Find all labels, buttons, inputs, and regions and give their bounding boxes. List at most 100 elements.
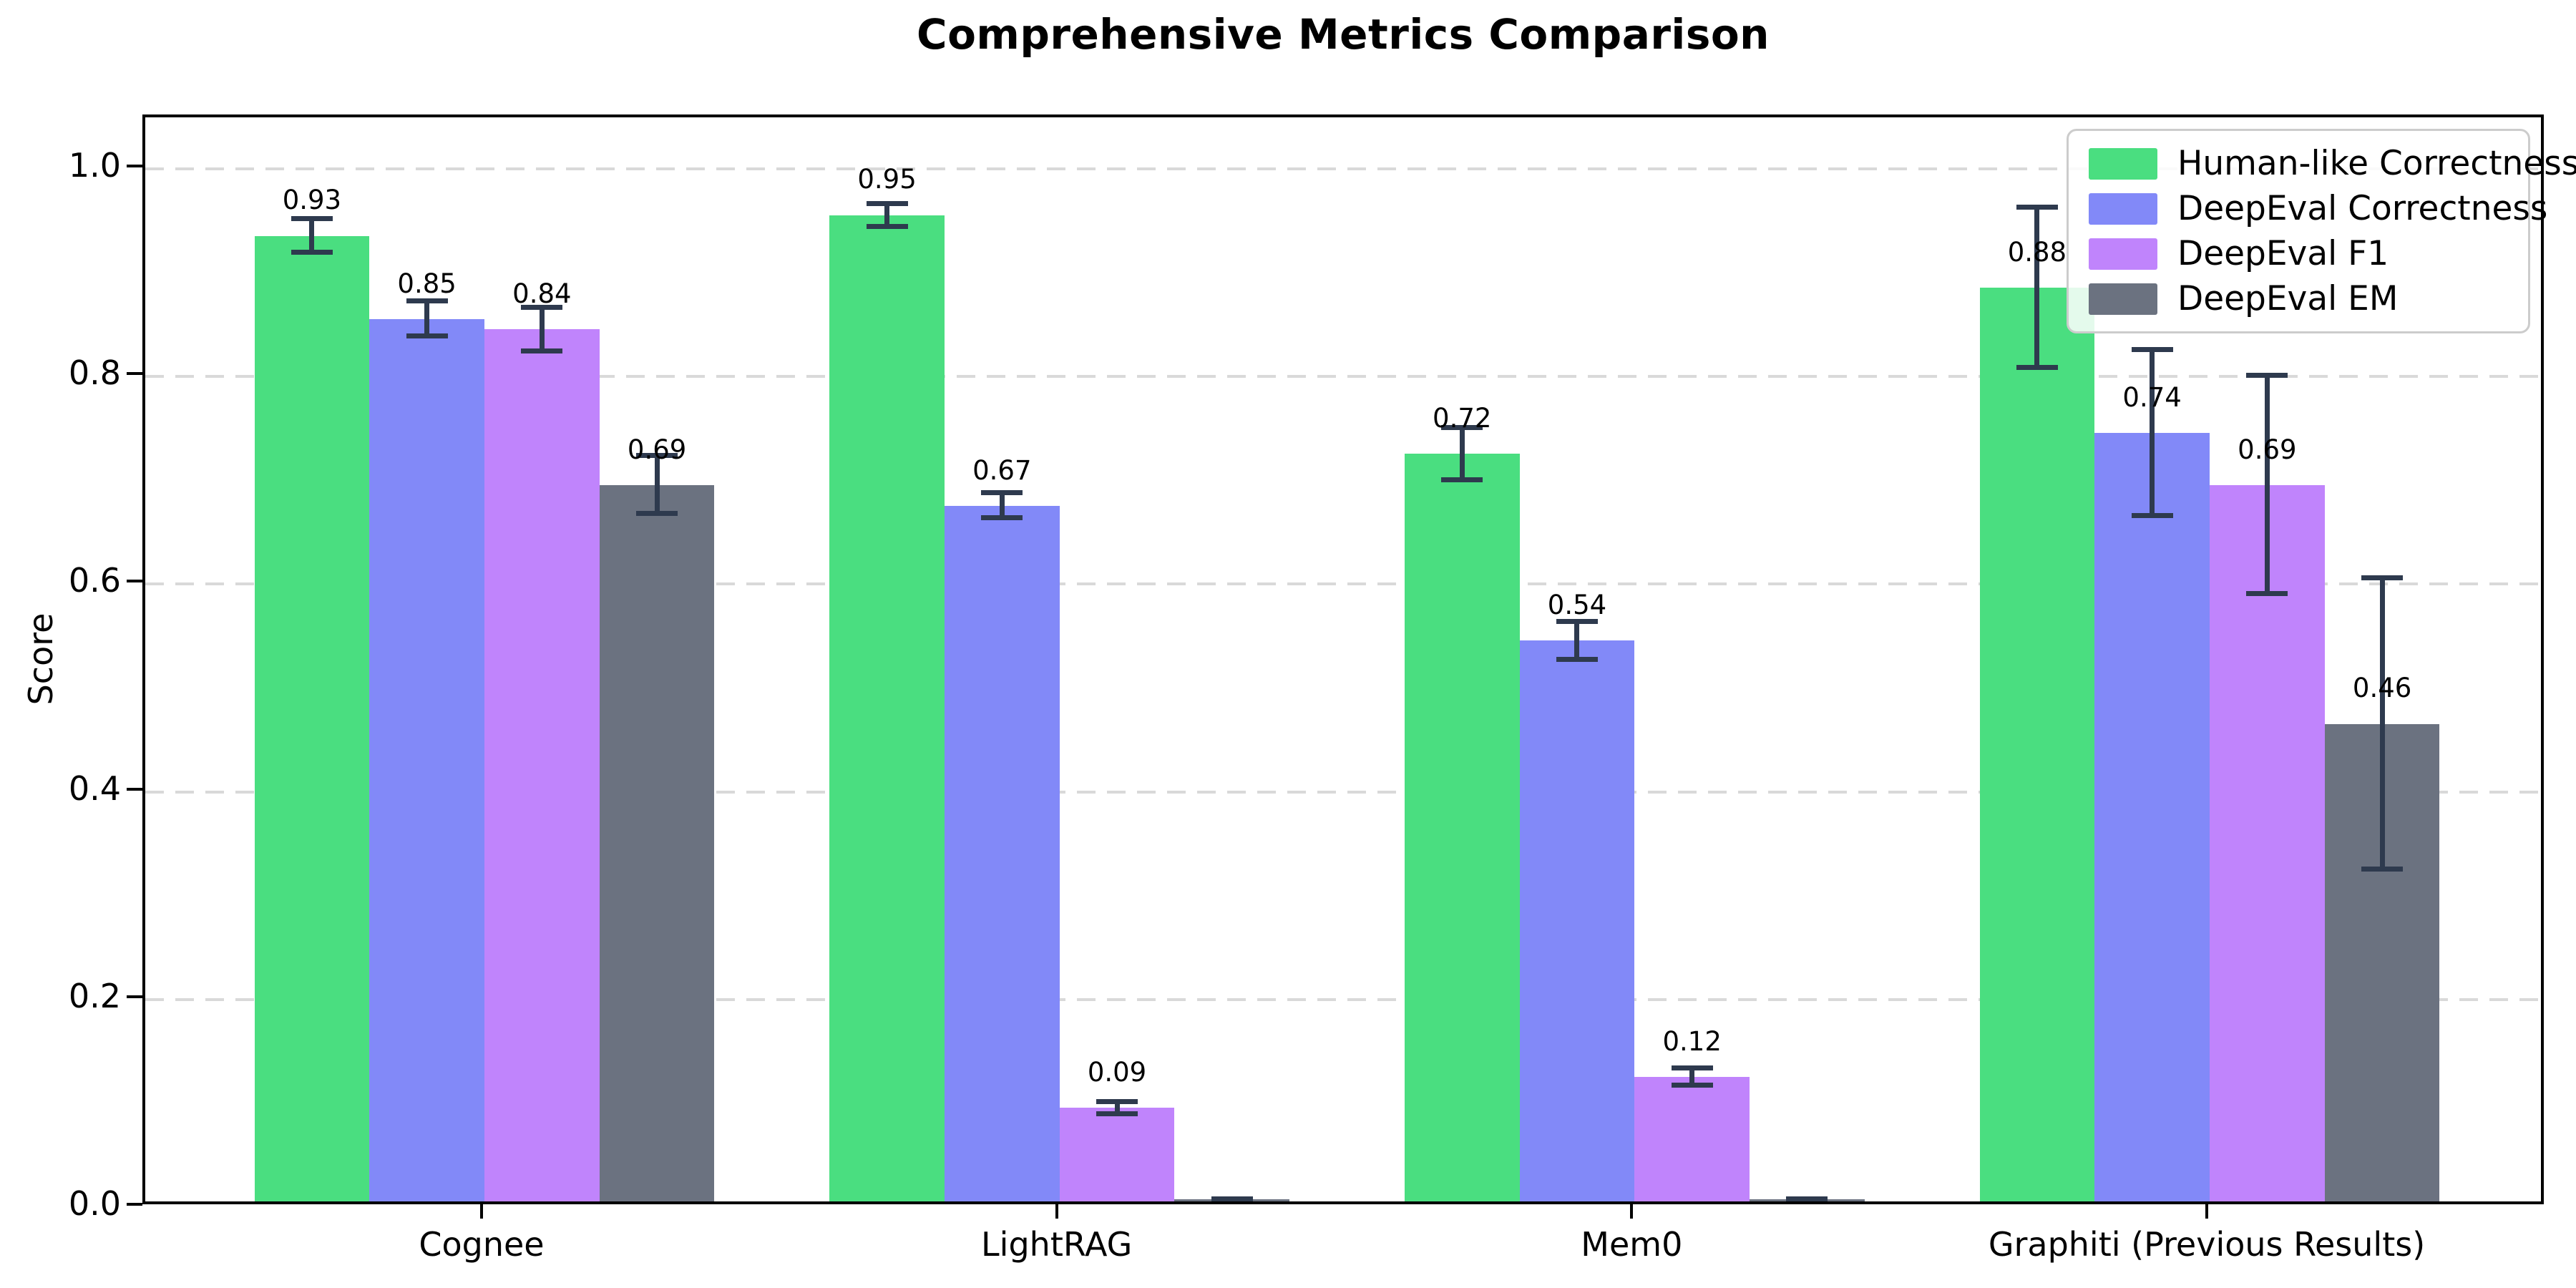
x-tick-label-lightrag: LightRAG <box>981 1225 1133 1264</box>
error-bar-cap <box>2016 364 2058 370</box>
error-bar-cap <box>2246 591 2288 597</box>
error-bar-cap <box>1096 1111 1138 1117</box>
x-tick-mark <box>1055 1204 1058 1219</box>
error-bar-cap <box>1556 656 1598 662</box>
legend-item: DeepEval EM <box>2089 282 2508 316</box>
chart-title: Comprehensive Metrics Comparison <box>917 10 1770 59</box>
legend-label: DeepEval Correctness <box>2177 189 2548 228</box>
bar-deepeval-correctness-mem0 <box>1519 640 1635 1201</box>
error-bar-cap <box>1671 1065 1713 1071</box>
error-bar-cap <box>406 298 448 303</box>
legend-item: DeepEval F1 <box>2089 237 2508 270</box>
legend-swatch-deepeval-f1 <box>2089 238 2157 270</box>
y-axis-label: Score <box>21 613 60 706</box>
error-bar-cap <box>1786 1196 1828 1201</box>
error-bar-cap <box>1211 1200 1253 1201</box>
error-bar-cap <box>1441 425 1483 431</box>
error-bar-line <box>2379 578 2385 869</box>
x-tick-mark <box>1630 1204 1634 1219</box>
bar-value-label: 0.84 <box>512 278 572 310</box>
legend-label: Human-like Correctness <box>2177 144 2576 183</box>
error-bar-cap <box>1096 1098 1138 1104</box>
legend-swatch-deepeval-correctness <box>2089 192 2157 225</box>
error-bar-cap <box>866 200 908 206</box>
y-tick-label: 0.0 <box>68 1184 121 1223</box>
error-bar-line <box>2034 208 2040 368</box>
error-bar-line <box>1574 622 1580 660</box>
gridline <box>145 997 2541 1001</box>
x-tick-label-mem0: Mem0 <box>1581 1225 1683 1264</box>
error-bar-line <box>1114 1101 1120 1115</box>
bar-value-label: 0.12 <box>1662 1025 1722 1057</box>
bar-human-like-correctness-lightrag <box>829 215 945 1201</box>
bar-value-label: 0.46 <box>2352 673 2412 704</box>
gridline <box>145 375 2541 379</box>
legend-swatch-deepeval-em <box>2089 283 2157 315</box>
legend-label: DeepEval F1 <box>2177 234 2389 273</box>
error-bar-cap <box>866 223 908 229</box>
bar-deepeval-correctness-lightrag <box>944 505 1060 1201</box>
bar-human-like-correctness-graphiti-previous-results <box>1979 288 2095 1201</box>
error-bar-cap <box>1556 619 1598 625</box>
legend-label: DeepEval EM <box>2177 279 2399 318</box>
legend-swatch-human-like-correctness <box>2089 147 2157 180</box>
y-tick-mark <box>127 372 142 376</box>
y-tick-mark <box>127 580 142 583</box>
bar-deepeval-correctness-cognee <box>369 318 484 1201</box>
error-bar-line <box>884 203 890 227</box>
error-bar-line <box>539 307 545 351</box>
error-bar-cap <box>2361 866 2404 872</box>
bar-value-label: 0.85 <box>397 268 457 299</box>
error-bar-cap <box>2131 513 2173 519</box>
error-bar-cap <box>1441 477 1483 482</box>
bar-value-label: 0.93 <box>282 185 342 216</box>
bar-value-label: 0.69 <box>627 434 687 465</box>
error-bar-cap <box>521 348 563 353</box>
legend: Human-like Correctness DeepEval Correctne… <box>2067 129 2576 333</box>
error-bar-line <box>309 219 315 253</box>
error-bar-cap <box>1211 1196 1253 1201</box>
error-bar-cap <box>981 515 1023 521</box>
legend-item: Human-like Correctness <box>2089 147 2576 180</box>
error-bar-cap <box>981 490 1023 496</box>
error-bar-cap <box>636 453 678 459</box>
y-tick-mark <box>127 165 142 167</box>
x-tick-mark <box>480 1204 483 1219</box>
error-bar-line <box>999 493 1005 519</box>
y-tick-mark <box>127 787 142 791</box>
bar-human-like-correctness-mem0 <box>1404 454 1520 1201</box>
error-bar-line <box>654 456 660 514</box>
bar-deepeval-f1-lightrag <box>1059 1108 1175 1201</box>
error-bar-line <box>2264 376 2270 595</box>
bar-deepeval-correctness-graphiti-previous-results <box>2094 433 2210 1201</box>
legend-item: DeepEval Correctness <box>2089 192 2547 225</box>
bar-deepeval-f1-graphiti-previous-results <box>2210 484 2325 1201</box>
bar-value-label: 0.88 <box>2007 237 2067 268</box>
bar-human-like-correctness-cognee <box>254 235 370 1201</box>
bar-value-label: 0.09 <box>1087 1057 1147 1088</box>
error-bar-line <box>424 301 430 337</box>
error-bar-cap <box>406 333 448 339</box>
error-bar-cap <box>636 511 678 517</box>
gridline <box>145 582 2541 586</box>
y-tick-label: 0.8 <box>68 353 121 393</box>
bar-deepeval-f1-cognee <box>484 329 600 1201</box>
gridline <box>145 790 2541 794</box>
bar-value-label: 0.74 <box>2122 382 2182 414</box>
x-tick-mark <box>2205 1204 2208 1219</box>
bar-value-label: 0.95 <box>857 164 917 195</box>
x-tick-label-cognee: Cognee <box>419 1225 545 1264</box>
error-bar-line <box>1689 1068 1695 1085</box>
y-tick-mark <box>127 995 142 998</box>
error-bar-cap <box>1786 1200 1828 1201</box>
bar-deepeval-em-cognee <box>599 484 715 1201</box>
bar-value-label: 0.54 <box>1547 590 1607 621</box>
y-tick-label: 0.6 <box>68 561 121 600</box>
bar-value-label: 0.67 <box>972 454 1032 486</box>
error-bar-line <box>2150 350 2155 517</box>
y-tick-label: 1.0 <box>68 146 121 185</box>
error-bar-cap <box>521 304 563 310</box>
error-bar-line <box>1459 428 1465 480</box>
error-bar-cap <box>1671 1082 1713 1088</box>
